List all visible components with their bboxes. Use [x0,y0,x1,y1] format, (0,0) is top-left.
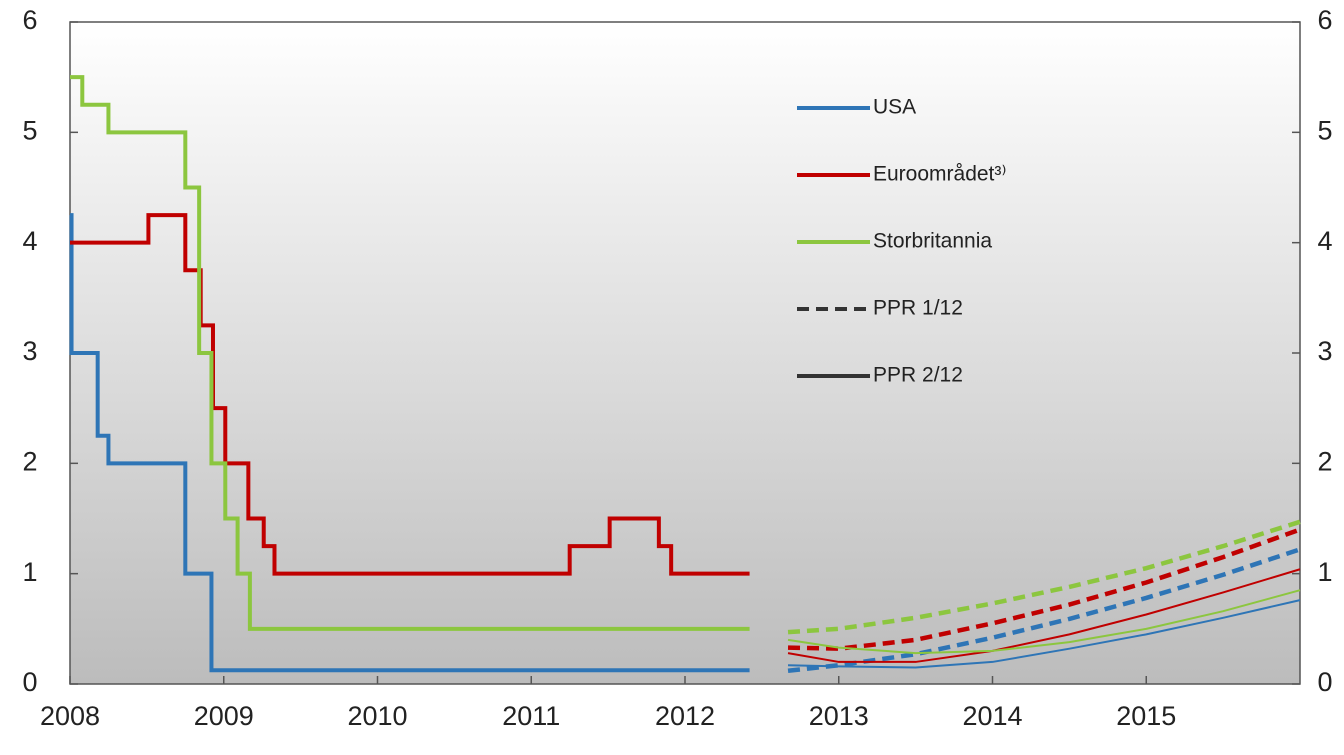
y2-tick-label: 4 [1317,226,1332,256]
plot-area [69,21,1301,685]
legend-label: USA [873,96,916,119]
x-tick-label: 2012 [655,701,715,731]
y2-tick-label: 2 [1317,446,1332,476]
y-tick-label: 0 [22,667,37,697]
y-tick-label: 1 [22,557,37,587]
forecast-line [787,568,1301,663]
legend-label: PPR 2/12 [873,364,963,387]
y2-tick-label: 0 [1317,667,1332,697]
y-tick-label: 2 [22,446,37,476]
x-tick-label: 2013 [809,701,869,731]
legend-label: Storbritannia [873,230,992,253]
y2-tick-label: 1 [1317,557,1332,587]
x-tick-label: 2008 [40,701,100,731]
y-tick-label: 6 [22,5,37,35]
x-tick-label: 2011 [502,701,560,731]
step-line [70,75,750,631]
forecast-line [787,527,1301,651]
y2-tick-label: 3 [1317,336,1332,366]
y-tick-label: 3 [22,336,37,366]
y-tick-label: 5 [22,115,37,145]
y-tick-label: 4 [22,226,37,256]
forecast-line [787,547,1301,673]
forecast-line [787,519,1301,635]
x-tick-label: 2009 [194,701,254,731]
step-line [70,213,750,576]
y2-tick-label: 6 [1317,5,1332,35]
x-tick-label: 2015 [1116,701,1176,731]
x-tick-label: 2010 [347,701,407,731]
step-line [69,213,750,673]
legend-label: PPR 1/12 [873,297,963,320]
x-tick-label: 2014 [962,701,1022,731]
forecast-line [787,589,1301,655]
y2-tick-label: 5 [1317,115,1332,145]
forecast-line [787,599,1301,669]
legend-label: Euroområdet³⁾ [873,163,1007,186]
